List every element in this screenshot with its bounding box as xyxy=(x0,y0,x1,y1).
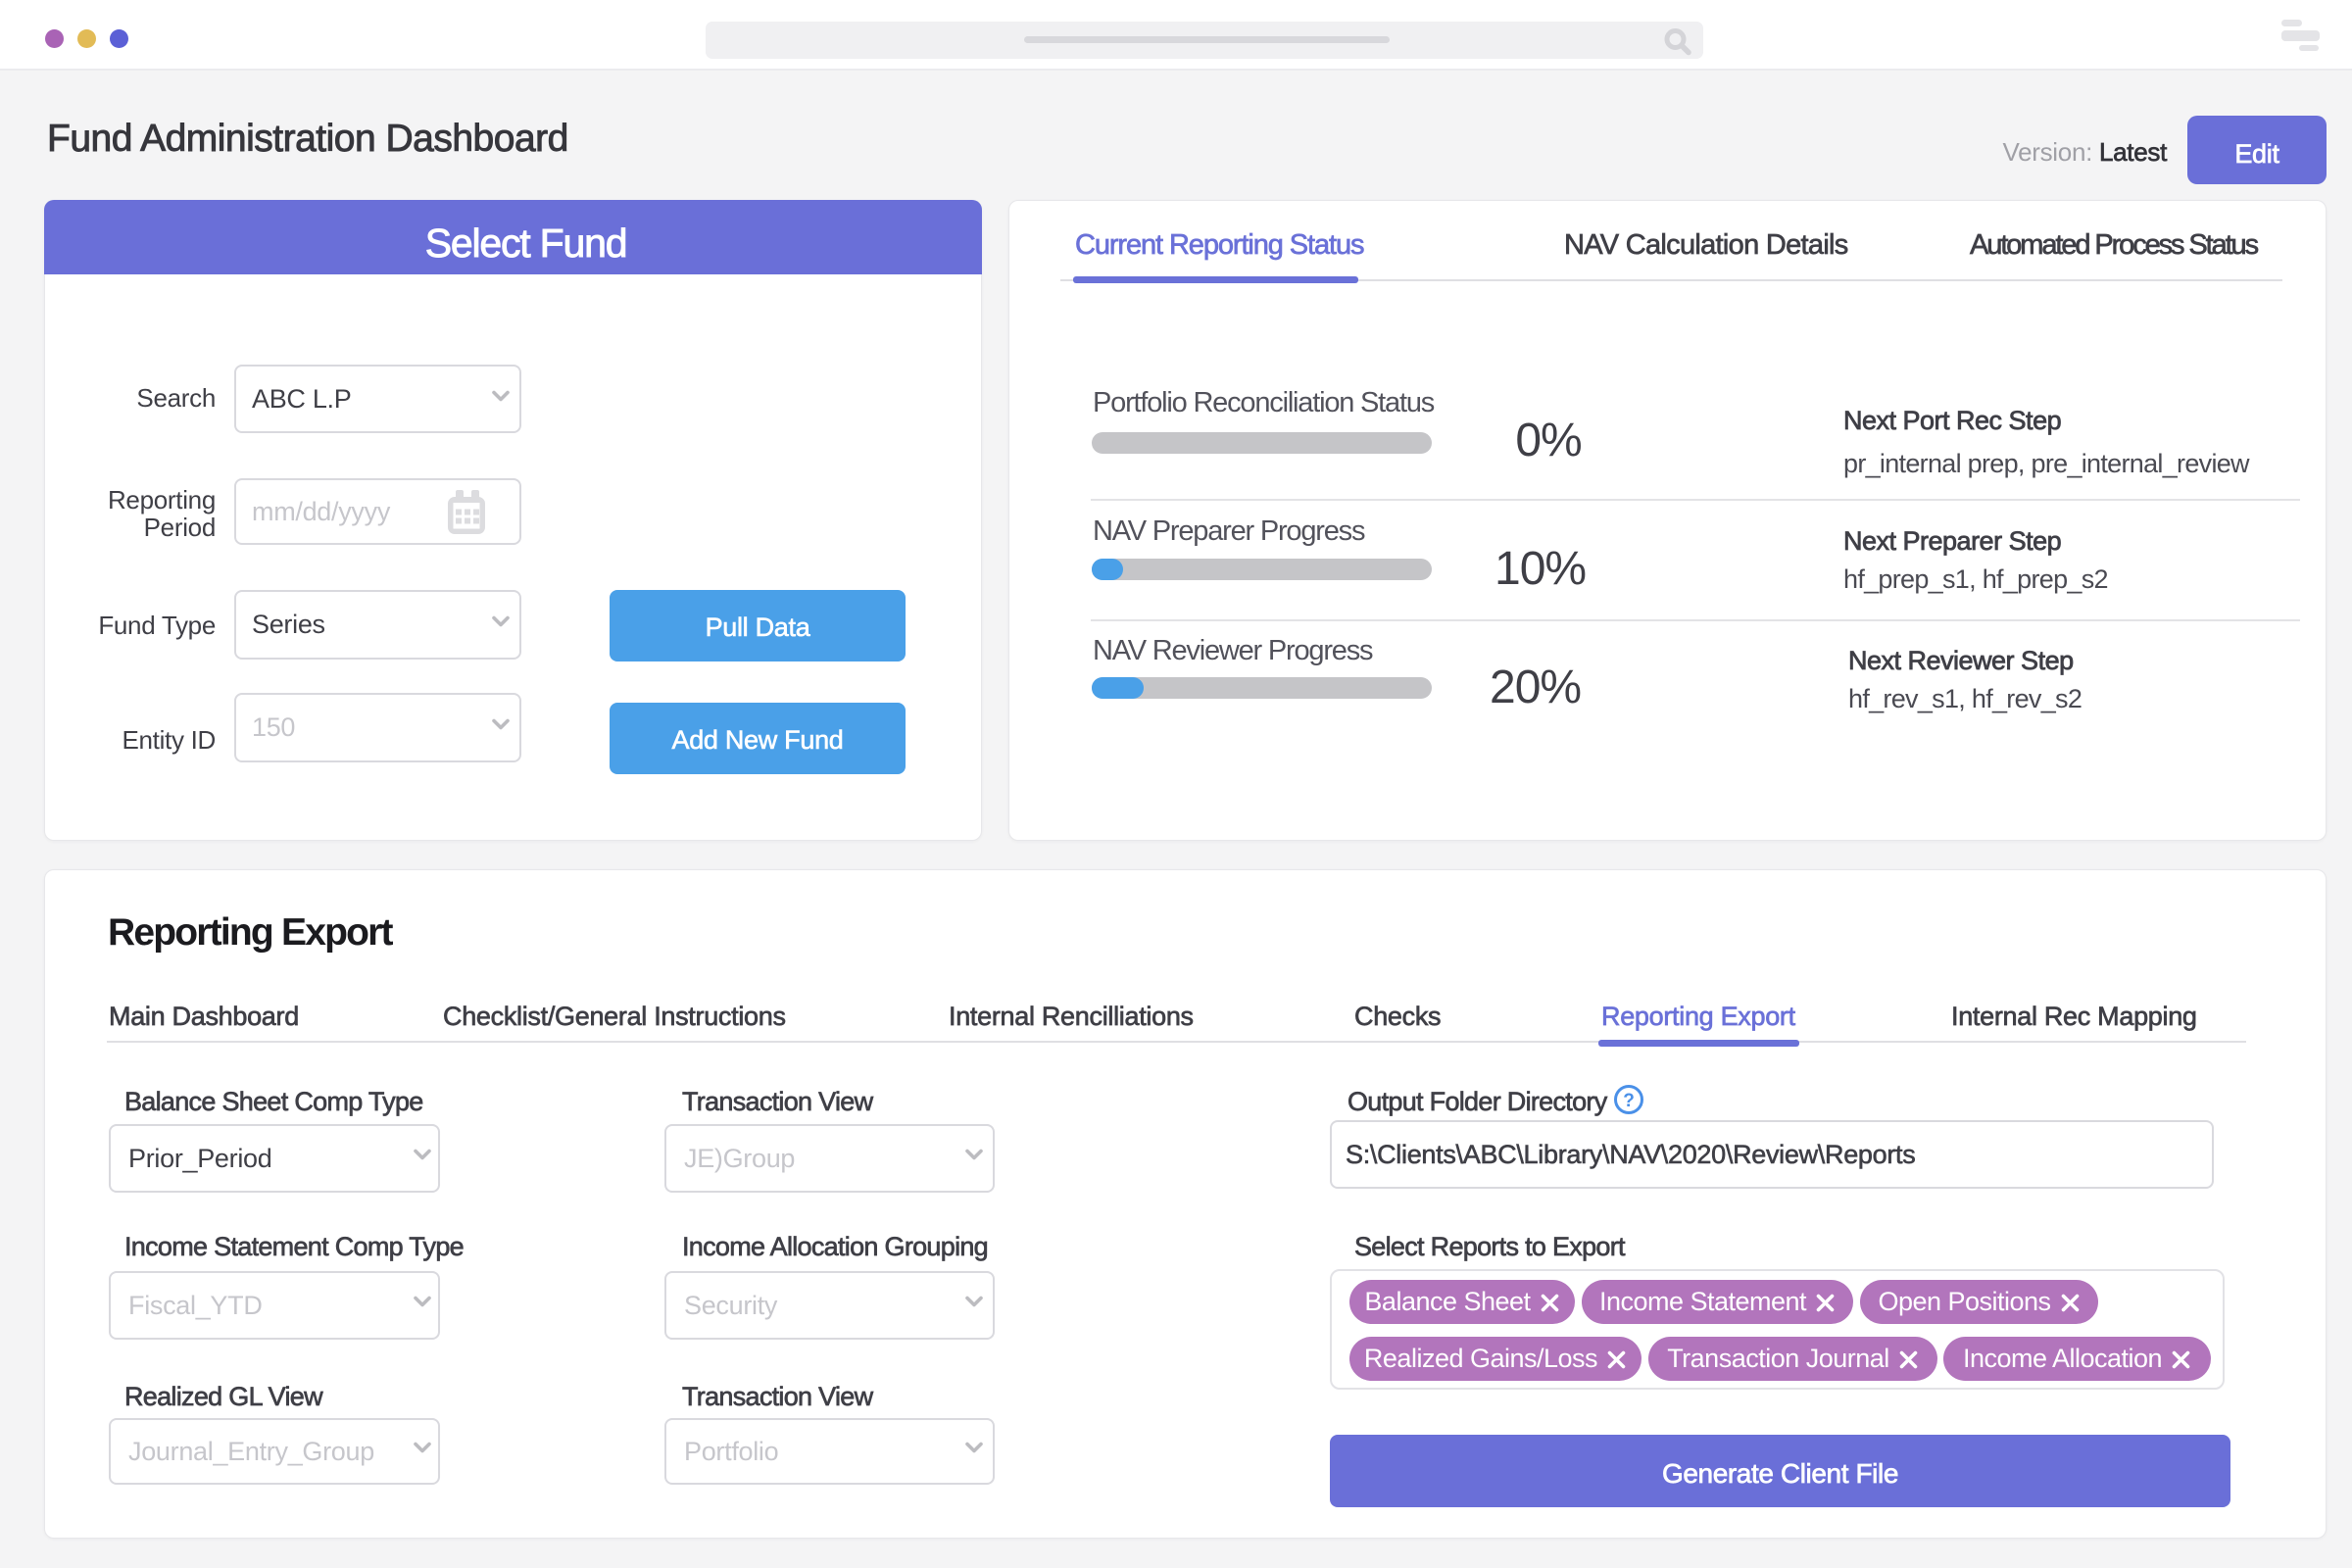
svg-text:?: ? xyxy=(1623,1091,1635,1111)
